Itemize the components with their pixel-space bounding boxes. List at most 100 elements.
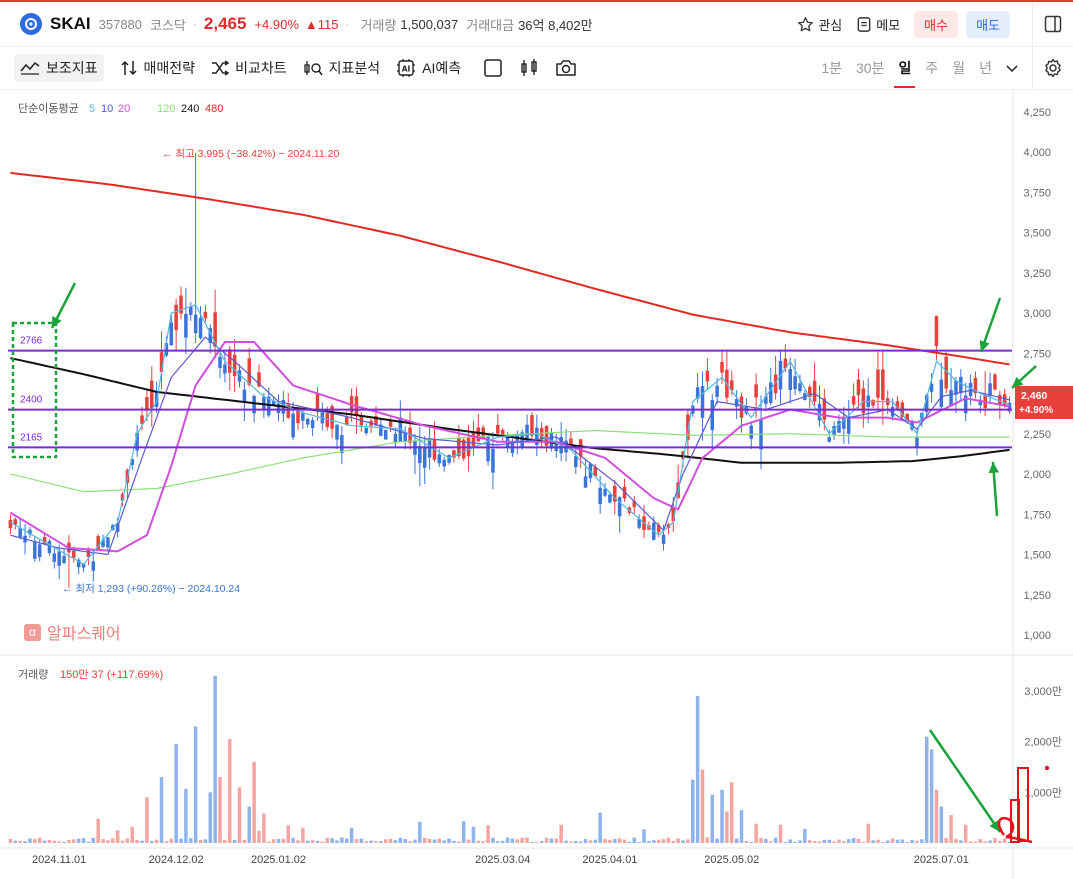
y-tick-label: 3,250 — [1023, 268, 1051, 280]
ma-legend-240: 240 — [181, 103, 199, 115]
volume-bar — [759, 838, 763, 843]
screenshot-button[interactable] — [555, 59, 577, 77]
volume-bar — [647, 841, 651, 843]
volume-bar — [608, 839, 612, 843]
volume-bar — [895, 839, 900, 843]
compare-cross-icon — [212, 60, 230, 76]
period-30min[interactable]: 30분 — [855, 60, 885, 76]
volume-bar — [934, 789, 939, 843]
gear-icon — [1045, 58, 1061, 78]
compare-button[interactable]: 비교차트 — [211, 58, 287, 78]
volume-bar — [496, 841, 500, 843]
volume-bar — [500, 840, 505, 843]
volume-bar — [8, 839, 13, 843]
candle-body — [895, 401, 900, 410]
volume-bar — [993, 838, 997, 843]
x-date-label: 2025.07.01 — [914, 854, 969, 866]
volume-bar — [330, 838, 334, 843]
volume-bar — [408, 841, 412, 843]
volume-bar — [691, 779, 695, 843]
volume-bar — [827, 839, 831, 843]
period-more-chevron-icon[interactable] — [1006, 60, 1018, 76]
volume-bar — [798, 840, 802, 843]
candle-body — [184, 313, 188, 338]
drawing-box-button[interactable] — [483, 58, 503, 78]
indicator-button[interactable]: 보조지표 — [14, 54, 104, 82]
x-date-label: 2025.05.02 — [704, 854, 759, 866]
period-year[interactable]: 년 — [979, 60, 992, 76]
volume-bar — [13, 840, 18, 843]
volume-bar — [427, 838, 432, 843]
volume-bar — [900, 839, 905, 843]
stock-chart[interactable]: 4,2504,0003,7503,5003,2503,0002,7502,500… — [0, 90, 1073, 879]
svg-text:AI: AI — [402, 65, 411, 74]
candle-body — [807, 386, 812, 398]
volume-bar — [364, 841, 368, 843]
buy-button[interactable]: 매수 — [914, 10, 959, 38]
memo-button[interactable]: 메모 — [856, 15, 900, 34]
ai-predict-button[interactable]: AI AI예측 — [396, 58, 461, 78]
volume-bar — [150, 840, 154, 843]
candle-body — [934, 316, 939, 347]
period-day[interactable]: 일 — [894, 60, 916, 88]
period-month[interactable]: 월 — [952, 60, 966, 76]
watermark: α 알파스퀘어 — [24, 620, 121, 644]
candle-body — [237, 370, 242, 382]
volume-bar — [359, 838, 364, 843]
volume-bar — [130, 826, 135, 843]
volume-bar — [111, 838, 115, 843]
candle-body — [705, 370, 710, 382]
candle-body — [101, 539, 105, 547]
volume-bar — [101, 839, 105, 843]
volume-bar — [106, 840, 110, 843]
candle-body — [393, 433, 398, 443]
volume-bar — [276, 839, 281, 843]
candle-body — [91, 561, 96, 571]
sell-button[interactable]: 매도 — [966, 10, 1010, 38]
volume-bar — [452, 840, 456, 843]
volume-bar — [62, 841, 66, 843]
candle-body — [739, 396, 744, 418]
volume-bar — [783, 841, 788, 843]
candle-type-button[interactable] — [519, 58, 539, 78]
volume-bar — [335, 840, 339, 843]
y-tick-label: 3,750 — [1023, 187, 1051, 199]
candle-body — [379, 424, 383, 436]
period-week[interactable]: 주 — [925, 60, 939, 76]
volume-bar — [822, 839, 827, 843]
volume-bar — [959, 840, 963, 843]
volume-bar — [418, 821, 422, 843]
candle-body — [998, 394, 1002, 406]
analysis-button[interactable]: 지표분석 — [303, 58, 380, 78]
watch-button[interactable]: 관심 — [797, 15, 842, 34]
level-label-2400: 2400 — [20, 395, 43, 406]
volume-bar — [963, 824, 968, 843]
volume-bar — [832, 841, 836, 843]
period-1min[interactable]: 1분 — [821, 60, 842, 76]
volume-tick-label: 3,000만 — [1024, 685, 1062, 698]
volume-bars-group — [8, 675, 1012, 843]
candle-body — [876, 369, 880, 398]
volume-bar — [374, 841, 378, 843]
square-icon — [484, 59, 502, 77]
volume-bar — [213, 675, 217, 843]
volume-bar — [846, 839, 851, 843]
volume-bar — [730, 782, 734, 843]
volume-bar — [637, 841, 641, 843]
side-panel-toggle[interactable] — [1032, 2, 1073, 46]
volume-bar — [57, 841, 61, 843]
volume-bar — [320, 841, 325, 843]
candle-body — [228, 349, 232, 373]
strategy-button[interactable]: 매매전략 — [120, 58, 195, 78]
volume-current: 150만 37 (+117.69%) — [60, 668, 163, 681]
volume-bar — [281, 838, 286, 843]
volume-bar — [554, 838, 559, 843]
candle-body — [47, 540, 52, 554]
volume-bar — [42, 840, 47, 843]
candle-body — [247, 358, 252, 385]
change-amount: ▲115 — [304, 16, 339, 32]
volume-tick-label: 1,000만 — [1024, 786, 1062, 799]
volume-bar — [574, 840, 578, 843]
candle-body — [773, 374, 778, 394]
settings-button[interactable] — [1032, 47, 1073, 89]
